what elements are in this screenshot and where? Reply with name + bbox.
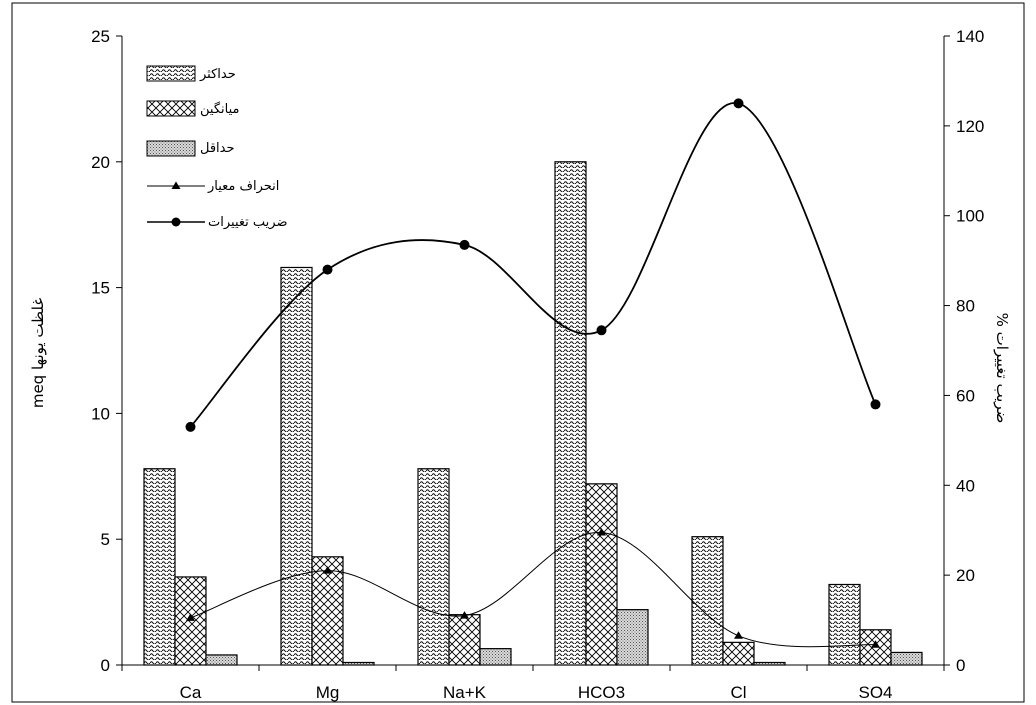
sd-point	[871, 640, 880, 648]
legend-item-cv: ضریب تغییرات	[147, 215, 288, 230]
y-right-tick-label: 140	[956, 27, 984, 46]
y-right-tick-label: 80	[956, 297, 975, 316]
y-left-tick-label: 10	[91, 404, 110, 423]
x-tick-label: Ca	[180, 683, 202, 702]
y-right-tick-label: 100	[956, 207, 984, 226]
legend-label-min: حداقل	[200, 141, 235, 156]
cv-point	[459, 239, 470, 250]
bar	[342, 661, 375, 666]
y-left-tick-label: 5	[101, 530, 110, 549]
chart-frame	[11, 2, 1025, 703]
legend-label-mean: میانگین	[200, 101, 239, 117]
x-tick-label: Mg	[316, 683, 340, 702]
bar	[691, 536, 724, 666]
bar	[890, 651, 923, 666]
y-left-tick-label: 20	[91, 153, 110, 172]
y-left-tick-label: 15	[91, 279, 110, 298]
legend-label-sd: انحراف معیار	[207, 179, 279, 194]
sd-point	[734, 631, 743, 639]
bar	[753, 661, 786, 666]
legend-item-max: حداکثر	[146, 65, 236, 82]
y-left-tick-label: 0	[101, 656, 110, 675]
x-tick-label: SO4	[858, 683, 892, 702]
bar	[448, 614, 481, 666]
y-axis-left-title: غلظت یونها meq	[29, 298, 47, 408]
legend-item-sd: انحراف معیار	[147, 179, 279, 194]
bar	[174, 576, 207, 666]
cv-point	[870, 399, 881, 410]
legend-label-cv: ضریب تغییرات	[208, 215, 288, 230]
legend: حداکثر میانگین حداقل انحراف معیار ضریب ت…	[146, 65, 288, 230]
bar	[828, 583, 861, 666]
bar	[143, 468, 176, 666]
sd-point	[460, 611, 469, 619]
x-tick-label: HCO3	[578, 683, 625, 702]
x-tick-label: Na+K	[443, 683, 487, 702]
sd-point	[597, 527, 606, 536]
sd-point	[186, 613, 195, 621]
bar	[280, 266, 313, 666]
bar	[554, 161, 587, 666]
y-right-tick-label: 20	[956, 566, 975, 585]
y-right-tick-label: 120	[956, 117, 984, 136]
cv-point	[733, 98, 744, 109]
cv-point	[596, 325, 607, 336]
bar	[616, 609, 649, 666]
bar	[417, 468, 450, 666]
y-axis-right-title: ضریب تغییرات %	[993, 313, 1011, 424]
legend-item-mean: میانگین	[146, 100, 239, 117]
cv-line	[189, 102, 877, 428]
sd-line	[190, 531, 876, 648]
bar	[311, 556, 344, 666]
y-right-tick-label: 0	[956, 656, 965, 675]
cv-point	[322, 264, 333, 275]
cv-point	[185, 421, 196, 432]
bar	[479, 648, 512, 666]
y-right-tick-label: 60	[956, 386, 975, 405]
bar	[722, 641, 755, 666]
legend-item-min: حداقل	[146, 140, 235, 157]
legend-label-max: حداکثر	[199, 67, 236, 82]
x-tick-label: Cl	[730, 683, 746, 702]
y-left-tick-label: 25	[91, 27, 110, 46]
bar	[585, 483, 618, 666]
y-right-tick-label: 40	[956, 476, 975, 495]
sd-point	[323, 566, 332, 574]
bar	[205, 654, 238, 666]
